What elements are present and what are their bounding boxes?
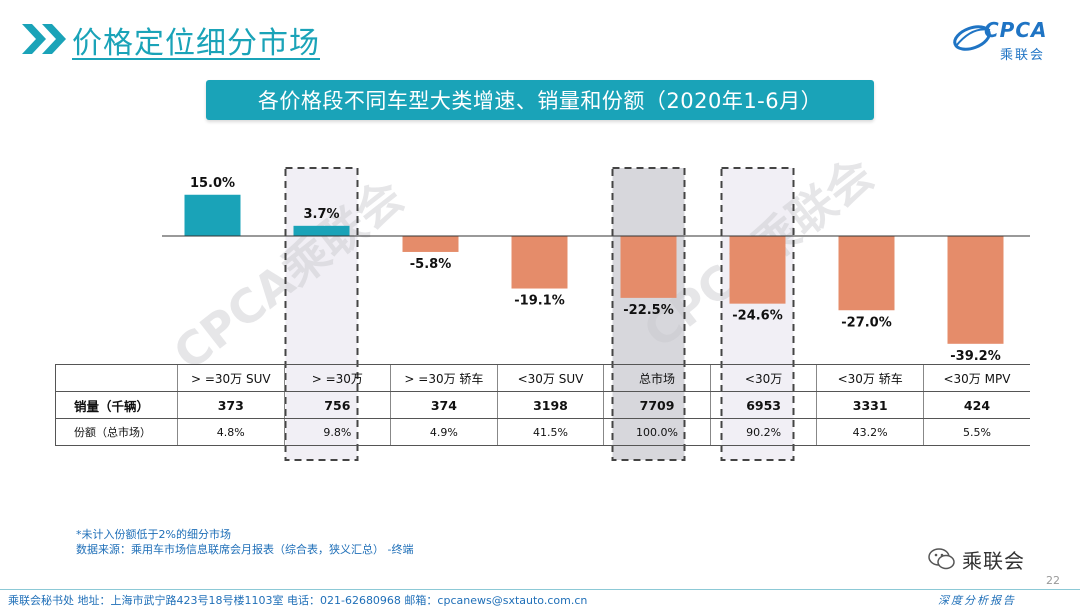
- footer-divider: [0, 589, 1080, 590]
- data-label: -39.2%: [950, 349, 1001, 364]
- table-header-cell: <30万 MPV: [922, 364, 1030, 392]
- bar: [184, 194, 241, 236]
- table-row-label: 销量（千辆）: [55, 391, 178, 419]
- table-cell: 100.0%: [603, 418, 711, 446]
- bar: [511, 236, 568, 289]
- cpca-logo-icon: [953, 25, 991, 51]
- table-cell: 756: [283, 391, 391, 419]
- data-label: 15.0%: [190, 176, 235, 191]
- logo-subtext: 乘联会: [1000, 48, 1046, 63]
- chart-title: 各价格段不同车型大类增速、销量和份额（2020年1-6月）: [206, 80, 874, 120]
- bar: [620, 236, 677, 298]
- table-cell: 7709: [603, 391, 711, 419]
- table-header-row: > =30万 SUV > =30万 > =30万 轿车 <30万 SUV 总市场 <30万…: [55, 364, 1030, 392]
- logo-text: CPCA: [984, 18, 1048, 42]
- bar: [402, 236, 459, 252]
- table-header-cell: > =30万: [283, 364, 391, 392]
- bar: [729, 236, 786, 304]
- table-header-cell: > =30万 轿车: [390, 364, 498, 392]
- bar: [838, 236, 895, 311]
- data-label: -19.1%: [514, 294, 565, 309]
- footer: 乘联会秘书处 地址：上海市武宁路423号18号楼1103室 电话：021-626…: [0, 590, 1080, 608]
- page-title: 价格定位细分市场: [72, 26, 320, 61]
- chevron-right-icon: [22, 24, 66, 54]
- table-cell: 3331: [816, 391, 924, 419]
- data-label: 3.7%: [303, 207, 339, 222]
- data-label: -5.8%: [410, 257, 451, 272]
- highlight-box-outline: [611, 167, 686, 461]
- data-label: -27.0%: [841, 315, 892, 330]
- table-cell: 41.5%: [496, 418, 604, 446]
- footer-slogan: 深度分析报告: [938, 594, 1016, 607]
- table-header-cell: <30万: [709, 364, 817, 392]
- footer-contact: 乘联会秘书处 地址：上海市武宁路423号18号楼1103室 电话：021-626…: [8, 594, 588, 607]
- table-cell: 9.8%: [283, 418, 391, 446]
- footnote-note: *未计入份额低于2%的细分市场: [76, 528, 231, 541]
- table-header-cell: <30万 SUV: [496, 364, 604, 392]
- table-cell: 5.5%: [922, 418, 1030, 446]
- table-header-cell: > =30万 SUV: [177, 364, 285, 392]
- table-cell: 4.8%: [177, 418, 285, 446]
- table-header-cell: <30万 轿车: [816, 364, 924, 392]
- table-cell: 4.9%: [390, 418, 498, 446]
- wechat-tag: 乘联会: [928, 543, 1048, 575]
- table-row-share: 份额（总市场） 4.8% 9.8% 4.9% 41.5% 100.0% 90.2% 43.2%…: [55, 418, 1030, 446]
- table-cell: 90.2%: [709, 418, 817, 446]
- highlight-box-outline: [284, 167, 359, 461]
- data-label: -22.5%: [623, 303, 674, 318]
- bar: [947, 236, 1004, 344]
- table-cell: 373: [177, 391, 285, 419]
- table-header-corner: [55, 364, 178, 392]
- table-row-label: 份额（总市场）: [55, 418, 178, 446]
- wechat-icon: [928, 548, 955, 570]
- footnote-source: 数据来源：乘用车市场信息联席会月报表（综合表，狭义汇总） -终端: [76, 543, 414, 556]
- table-cell: 6953: [709, 391, 817, 419]
- table-cell: 43.2%: [816, 418, 924, 446]
- table-cell: 424: [922, 391, 1030, 419]
- table-cell: 3198: [496, 391, 604, 419]
- table-header-cell: 总市场: [603, 364, 711, 392]
- data-label: -24.6%: [732, 309, 783, 324]
- table-cell: 374: [390, 391, 498, 419]
- wechat-label: 乘联会: [962, 548, 1025, 573]
- table-row-sales: 销量（千辆） 373 756 374 3198 7709 6953 3331 424: [55, 391, 1030, 419]
- highlight-box-outline: [720, 167, 795, 461]
- page-number: 22: [1046, 574, 1060, 587]
- sales-share-table: > =30万 SUV > =30万 > =30万 轿车 <30万 SUV 总市场 <30万…: [55, 364, 1030, 446]
- bar: [293, 225, 350, 236]
